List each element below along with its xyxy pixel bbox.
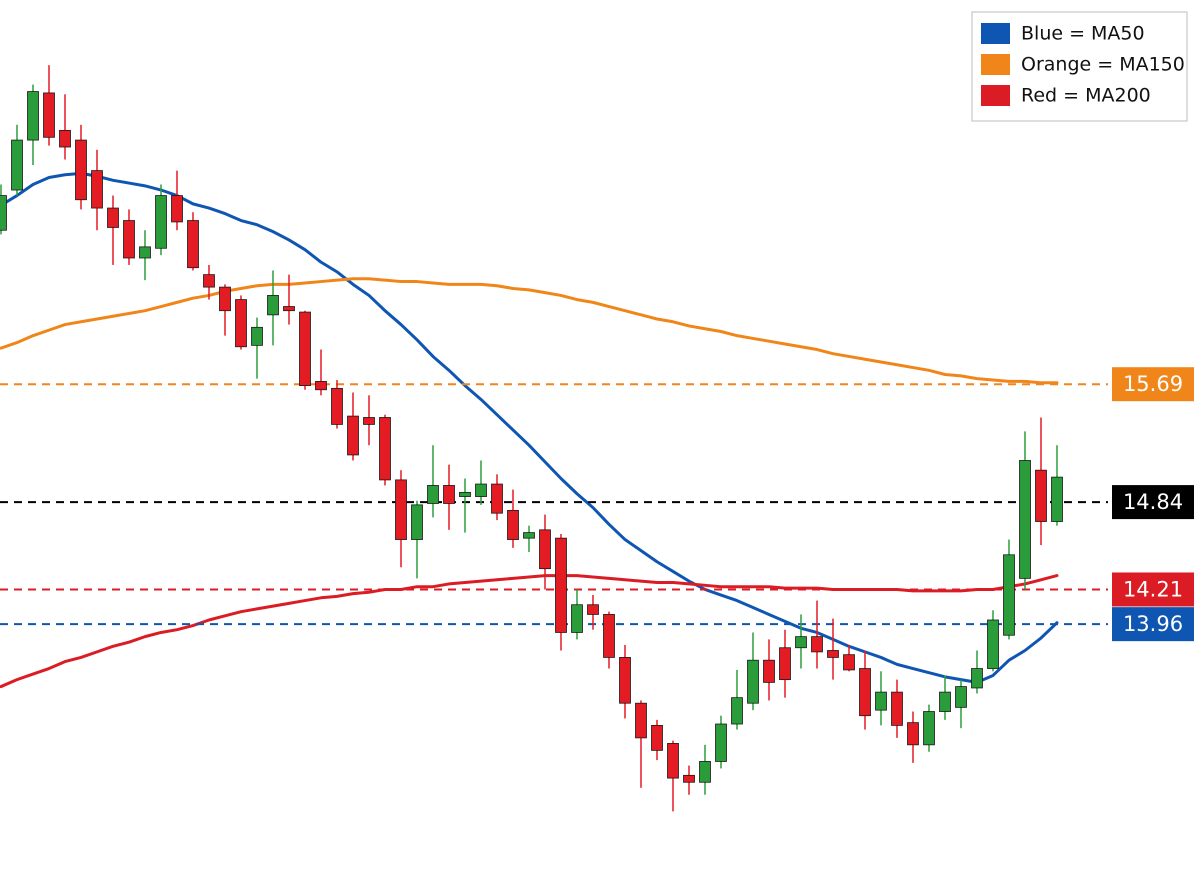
- candle-body: [443, 485, 455, 504]
- candle-body: [203, 274, 215, 288]
- candle-body: [315, 381, 327, 391]
- candle-body: [731, 697, 743, 725]
- price-label: 14.21: [1123, 577, 1183, 601]
- legend-label: Blue = MA50: [1021, 23, 1145, 45]
- candle-body: [603, 614, 615, 658]
- candle-body: [859, 668, 871, 717]
- candle-body: [251, 326, 263, 346]
- candle-body: [395, 479, 407, 540]
- candle-body: [635, 702, 647, 739]
- candle-body: [747, 659, 759, 704]
- candle-body: [1051, 476, 1063, 522]
- candle-body: [555, 537, 567, 633]
- candle-body: [219, 286, 231, 312]
- candles: [0, 65, 1063, 812]
- candle-body: [299, 311, 311, 386]
- candle-body: [427, 485, 439, 504]
- candle-body: [379, 417, 391, 481]
- candle-body: [971, 668, 983, 689]
- legend: Blue = MA50 Orange = MA150 Red = MA200: [971, 11, 1188, 122]
- legend-swatch: [981, 54, 1010, 75]
- candle-body: [699, 761, 711, 783]
- candle-body: [363, 417, 375, 425]
- candle-body: [571, 604, 583, 633]
- price-label: 15.69: [1123, 372, 1183, 396]
- candle-body: [683, 774, 695, 783]
- candle-body: [523, 532, 535, 539]
- candle-body: [507, 510, 519, 540]
- candle-body: [843, 654, 855, 671]
- candle-body: [139, 246, 151, 259]
- candle-body: [347, 415, 359, 456]
- candle-body: [459, 491, 471, 497]
- candle-body: [907, 722, 919, 746]
- legend-swatch: [981, 23, 1010, 44]
- candle-body: [827, 650, 839, 658]
- candle-body: [123, 220, 135, 259]
- candle-body: [267, 295, 279, 316]
- candle-body: [875, 691, 887, 711]
- candle-body: [1003, 554, 1015, 636]
- price-label-box: [1112, 607, 1194, 642]
- candle-body: [763, 659, 775, 683]
- ma-line: [0, 277, 1059, 385]
- candle-body: [1035, 469, 1047, 522]
- candle-body: [11, 139, 23, 191]
- legend-label: Orange = MA150: [1021, 54, 1185, 76]
- price-label: 13.96: [1123, 612, 1183, 636]
- legend-swatch: [981, 85, 1010, 106]
- candle-body: [171, 195, 183, 223]
- candle-body: [923, 711, 935, 746]
- legend-label: Red = MA200: [1021, 85, 1151, 107]
- candle-body: [811, 636, 823, 653]
- candle-body: [27, 91, 39, 141]
- candle-body: [331, 387, 343, 425]
- candle-body: [955, 686, 967, 708]
- candle-body: [43, 92, 55, 138]
- price-label-box: [1112, 367, 1194, 402]
- candle-body: [891, 691, 903, 726]
- candle-body: [587, 604, 599, 615]
- candle-body: [619, 657, 631, 704]
- candle-body: [187, 220, 199, 269]
- candle-body: [59, 129, 71, 148]
- candle-body: [651, 724, 663, 751]
- candle-body: [91, 170, 103, 209]
- price-label-box: [1112, 572, 1194, 607]
- candle-body: [75, 139, 87, 201]
- ma-line: [0, 574, 1059, 689]
- candle-body: [1019, 460, 1031, 579]
- price-lines: 15.69 14.84 14.21 13.96: [0, 367, 1194, 642]
- candle-body: [155, 195, 167, 249]
- candle-body: [987, 619, 999, 669]
- candle-body: [715, 723, 727, 762]
- candle-body: [475, 483, 487, 497]
- candle-body: [411, 504, 423, 540]
- candle-body: [283, 306, 295, 312]
- candle-body: [795, 636, 807, 649]
- candle-body: [107, 207, 119, 228]
- candle-body: [779, 647, 791, 681]
- candle-body: [939, 691, 951, 712]
- candle-body: [539, 529, 551, 570]
- candle-body: [667, 743, 679, 779]
- price-label: 14.84: [1123, 490, 1183, 514]
- candle-body: [235, 299, 247, 348]
- candle-body: [491, 483, 503, 514]
- price-label-box: [1112, 485, 1194, 520]
- candle-body: [0, 195, 7, 231]
